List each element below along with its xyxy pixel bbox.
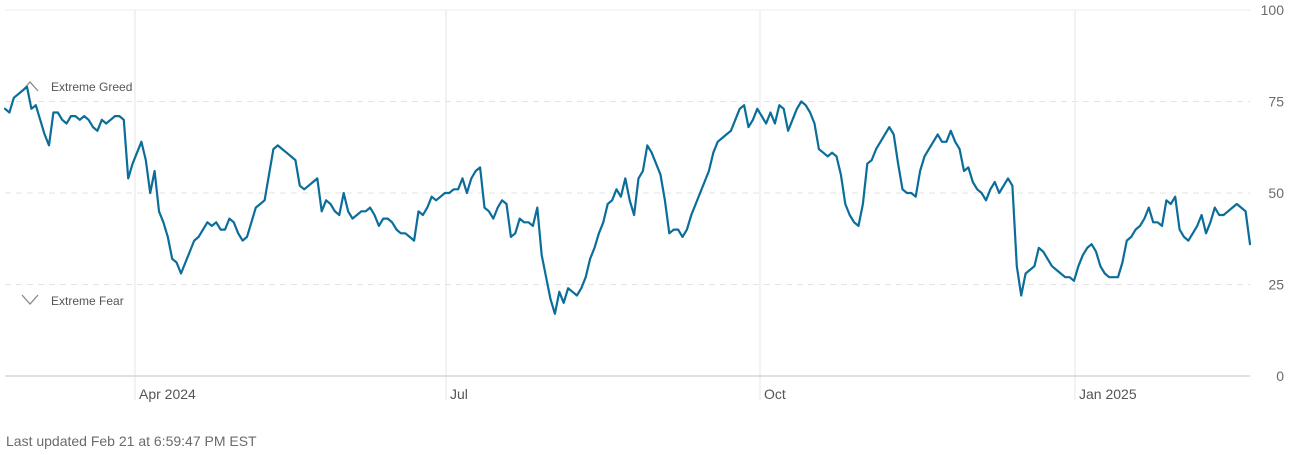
y-tick-label: 100 — [1261, 2, 1285, 18]
x-tick-label: Apr 2024 — [139, 386, 196, 402]
grid-lines — [5, 9, 1250, 285]
x-tick-label: Jul — [450, 386, 468, 402]
x-tick-label: Oct — [764, 386, 786, 402]
x-axis-ticks: Apr 2024 Jul Oct Jan 2025 — [139, 386, 1137, 402]
y-tick-label: 50 — [1268, 185, 1284, 201]
y-tick-label: 75 — [1268, 94, 1284, 110]
y-tick-label: 0 — [1276, 368, 1284, 384]
extreme-fear-label: Extreme Fear — [51, 294, 124, 308]
extreme-greed-marker: Extreme Greed — [21, 80, 132, 94]
fear-greed-index-line — [3, 85, 1252, 315]
x-grid-lines — [134, 10, 1076, 400]
extreme-greed-label: Extreme Greed — [51, 80, 132, 94]
y-axis-ticks: 0 25 50 75 100 — [1261, 2, 1285, 384]
y-tick-label: 25 — [1268, 277, 1284, 293]
last-updated-text: Last updated Feb 21 at 6:59:47 PM EST — [6, 433, 257, 449]
down-chevron-icon — [21, 294, 39, 305]
extreme-fear-marker: Extreme Fear — [21, 294, 124, 308]
x-tick-label: Jan 2025 — [1079, 386, 1137, 402]
fear-greed-chart: 0 25 50 75 100 Apr 2024 Jul Oct Jan 2025 Extrem… — [3, 2, 1285, 402]
